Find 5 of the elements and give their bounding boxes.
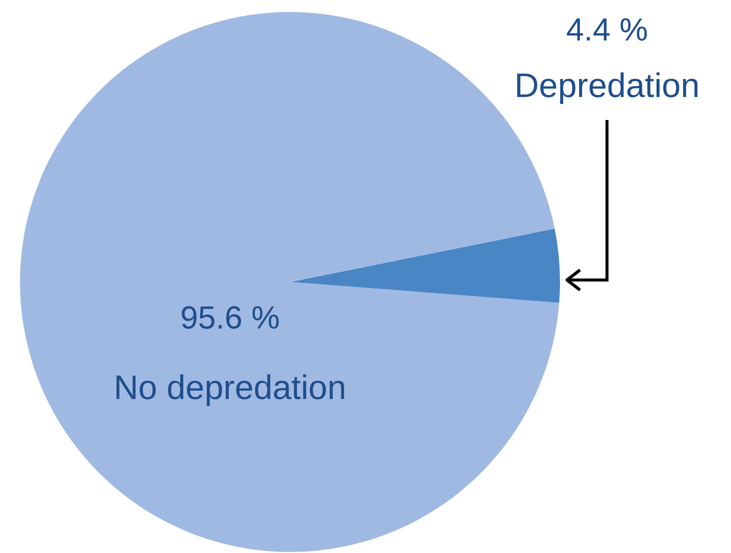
slice-label: Depredation xyxy=(514,66,700,105)
slice-label: No depredation xyxy=(114,368,346,407)
pie-slice xyxy=(290,228,560,303)
data-label: 95.6 % xyxy=(180,299,280,336)
data-label: 4.4 % xyxy=(566,11,648,48)
